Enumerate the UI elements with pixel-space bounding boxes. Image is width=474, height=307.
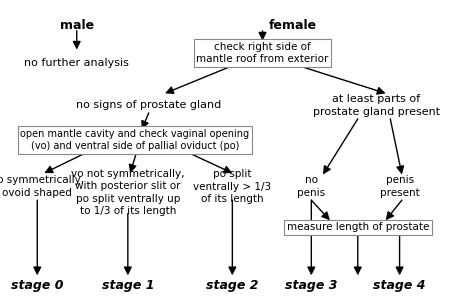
Text: stage 0: stage 0 bbox=[11, 279, 64, 292]
Text: measure length of prostate: measure length of prostate bbox=[287, 222, 429, 232]
Text: no further analysis: no further analysis bbox=[24, 58, 129, 68]
Text: no signs of prostate gland: no signs of prostate gland bbox=[76, 100, 221, 110]
Text: po split
ventrally > 1/3
of its length: po split ventrally > 1/3 of its length bbox=[193, 169, 272, 204]
Text: stage 1: stage 1 bbox=[101, 279, 154, 292]
Text: female: female bbox=[269, 19, 317, 32]
Text: open mantle cavity and check vaginal opening
(vo) and ventral side of pallial ov: open mantle cavity and check vaginal ope… bbox=[20, 129, 249, 151]
Text: stage 4: stage 4 bbox=[374, 279, 426, 292]
Text: vo symmetrically,
ovoid shaped: vo symmetrically, ovoid shaped bbox=[0, 175, 84, 198]
Text: vo not symmetrically,
with posterior slit or
po split ventrally up
to 1/3 of its: vo not symmetrically, with posterior sli… bbox=[71, 169, 184, 216]
Text: check right side of
mantle roof from exterior: check right side of mantle roof from ext… bbox=[196, 41, 329, 64]
Text: stage 3: stage 3 bbox=[285, 279, 337, 292]
Text: at least parts of
prostate gland present: at least parts of prostate gland present bbox=[313, 94, 440, 117]
Text: stage 2: stage 2 bbox=[206, 279, 259, 292]
Text: male: male bbox=[60, 19, 94, 32]
Text: no
penis: no penis bbox=[297, 175, 325, 198]
Text: penis
present: penis present bbox=[380, 175, 419, 198]
